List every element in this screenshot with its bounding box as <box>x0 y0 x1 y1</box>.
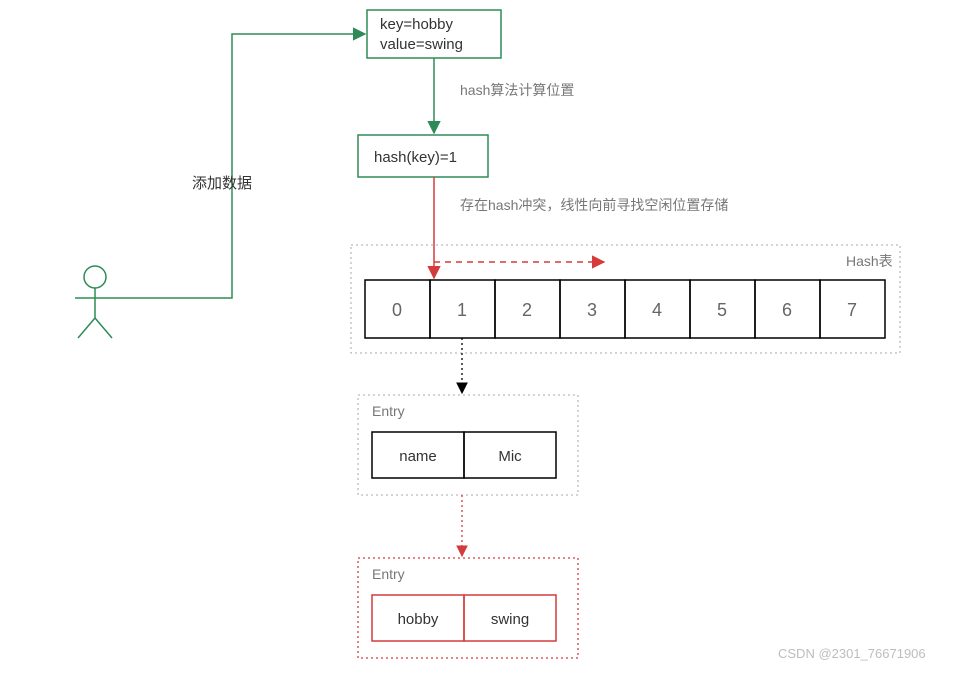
entry2-val: swing <box>491 611 529 628</box>
cell-7: 7 <box>847 300 857 320</box>
cell-6: 6 <box>782 300 792 320</box>
hash-table-cells: 0 1 2 3 4 5 6 7 <box>365 280 885 338</box>
hash-text: hash(key)=1 <box>374 149 457 166</box>
hash-table-title: Hash表 <box>846 253 893 269</box>
entry1-title: Entry <box>372 403 405 419</box>
label-hash-calc: hash算法计算位置 <box>460 82 574 98</box>
label-add-data: 添加数据 <box>192 175 252 192</box>
entry2-key: hobby <box>398 611 439 628</box>
kv-line1: key=hobby <box>380 16 453 33</box>
cell-2: 2 <box>522 300 532 320</box>
actor-icon <box>75 266 115 338</box>
watermark: CSDN @2301_76671906 <box>778 646 926 661</box>
label-collision: 存在hash冲突，线性向前寻找空闲位置存储 <box>460 197 728 213</box>
kv-line2: value=swing <box>380 36 463 53</box>
diagram-canvas: 添加数据 key=hobby value=swing hash算法计算位置 ha… <box>0 0 977 681</box>
cell-5: 5 <box>717 300 727 320</box>
cell-0: 0 <box>392 300 402 320</box>
edge-actor-to-kv <box>115 34 365 298</box>
cell-4: 4 <box>652 300 662 320</box>
entry1-val: Mic <box>498 448 522 465</box>
entry1-key: name <box>399 448 437 465</box>
cell-1: 1 <box>457 300 467 320</box>
entry2-title: Entry <box>372 566 405 582</box>
cell-3: 3 <box>587 300 597 320</box>
